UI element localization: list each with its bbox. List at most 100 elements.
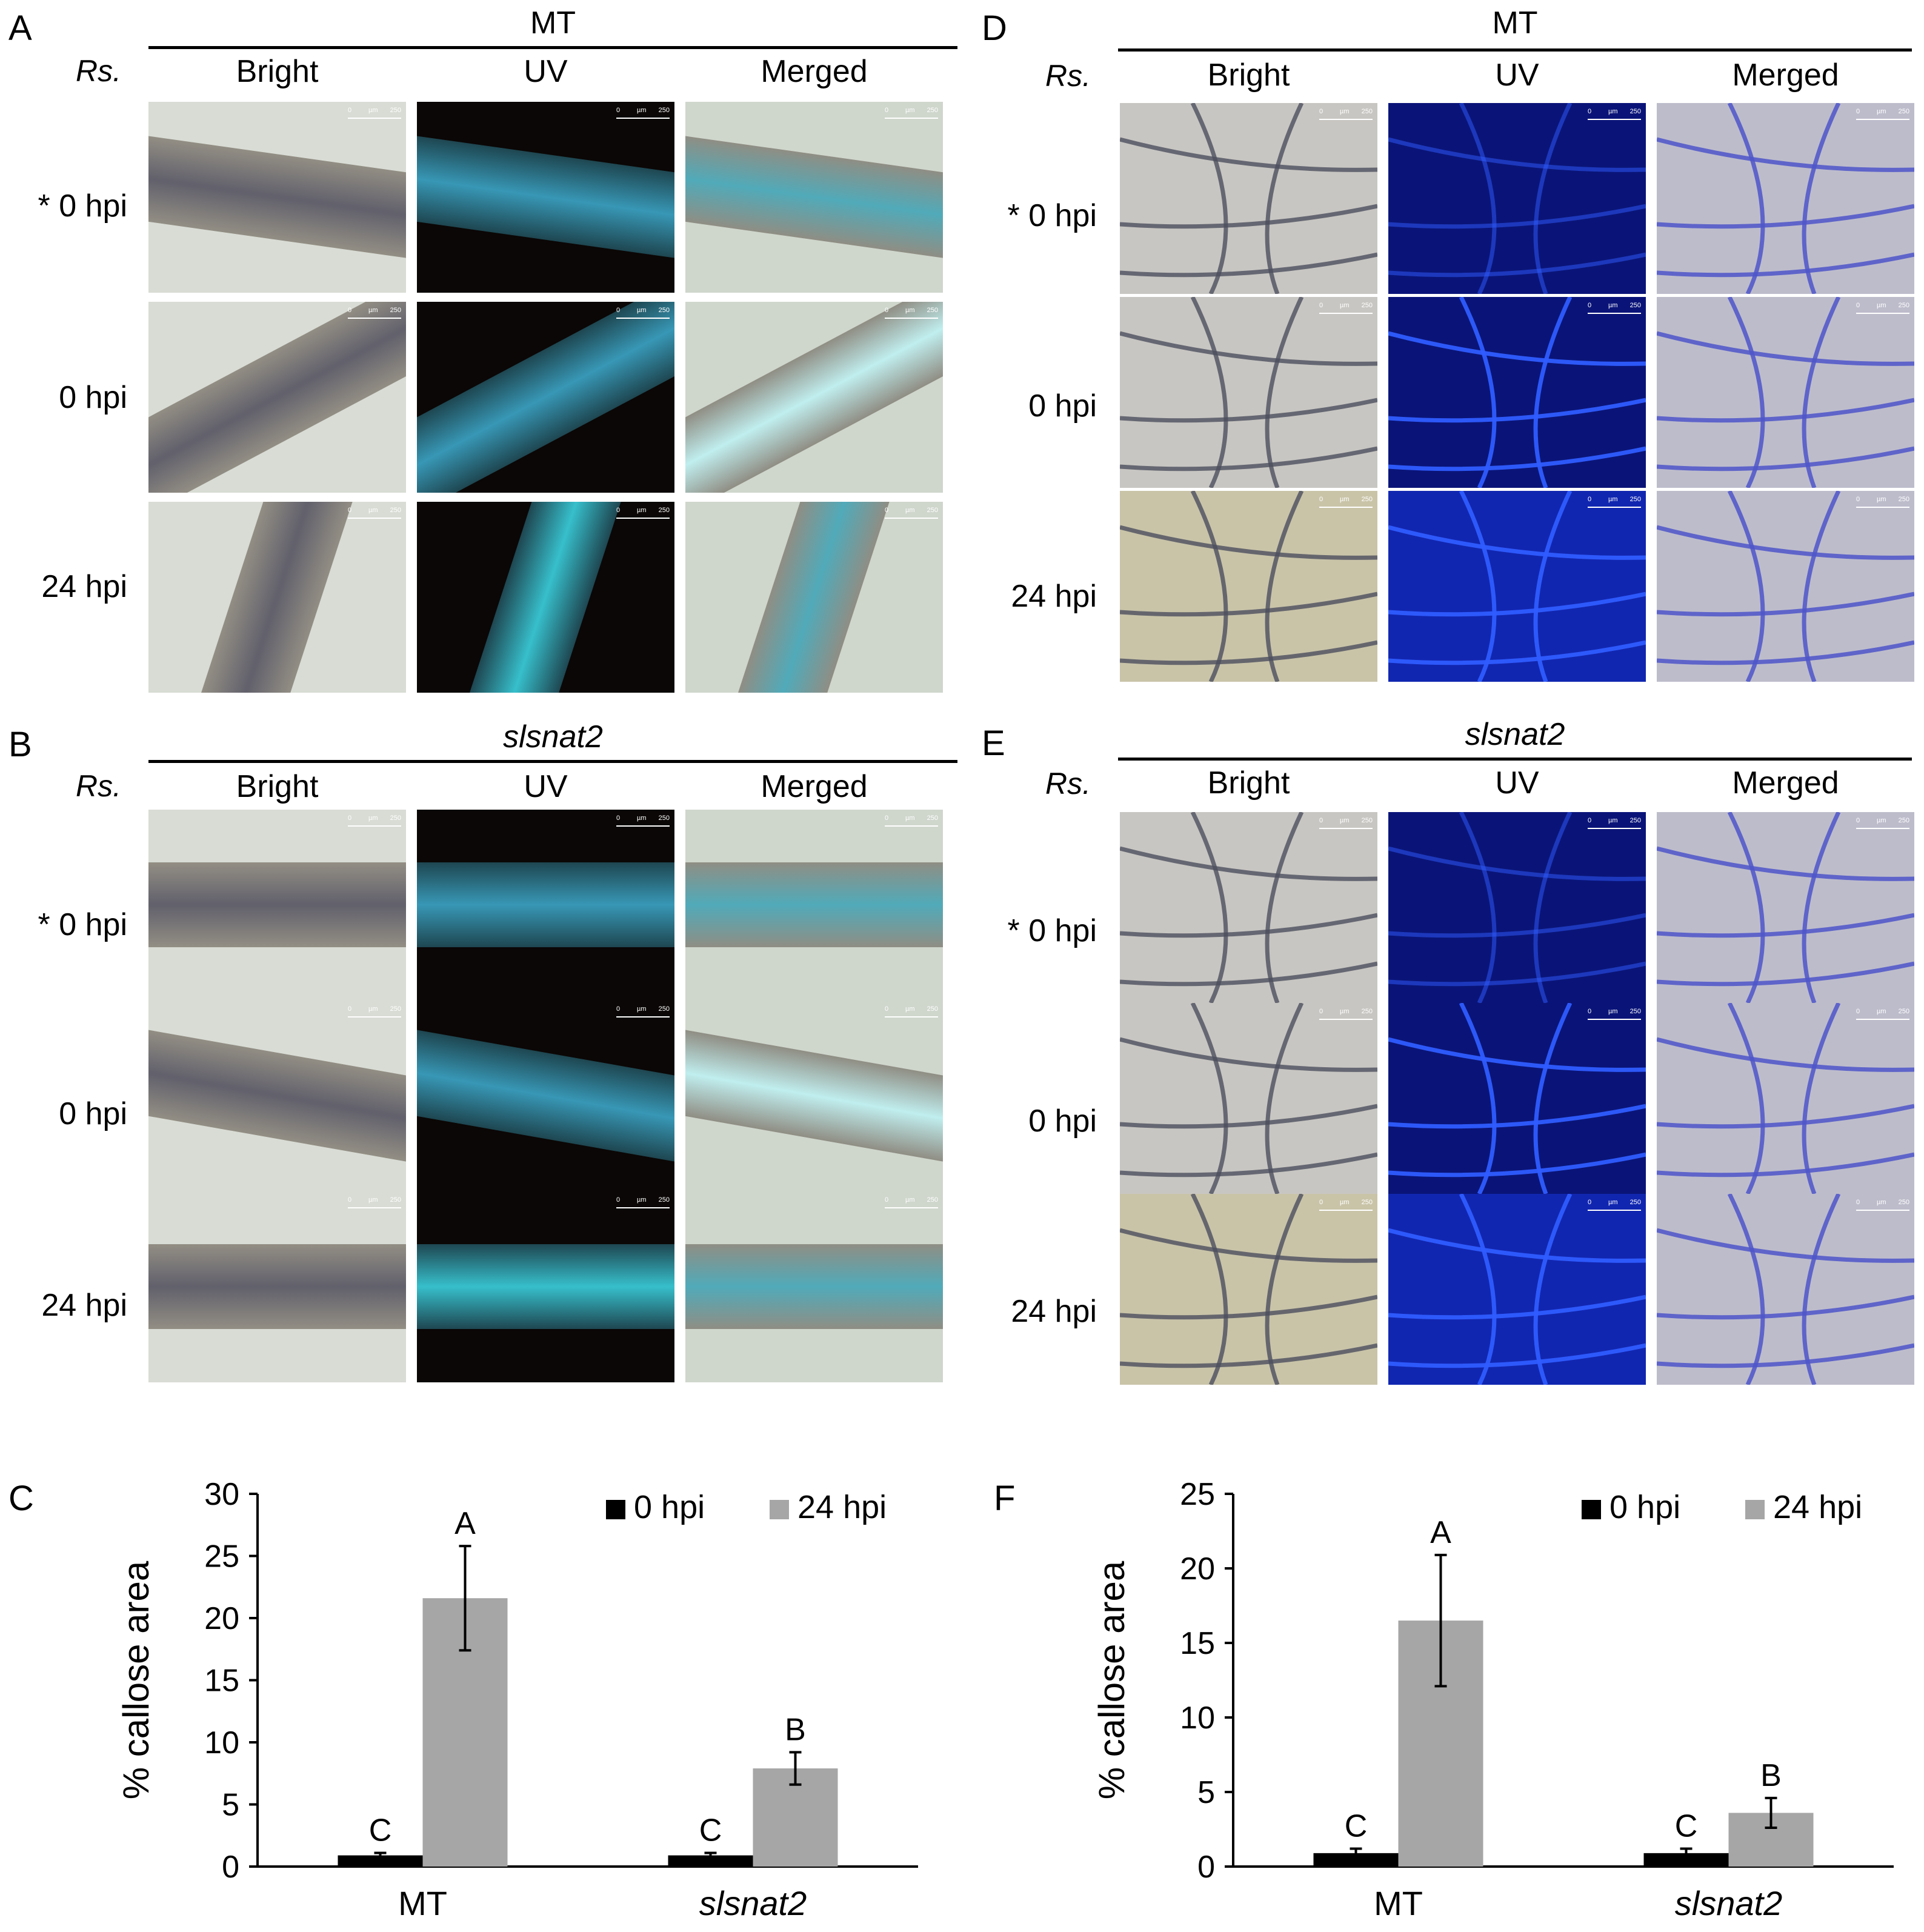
scale-bar-unit: µm	[905, 814, 915, 822]
scale-bar: 0 µm 250	[885, 1196, 938, 1213]
scale-bar-unit: µm	[1608, 496, 1618, 503]
significance-letter: C	[1675, 1808, 1698, 1844]
scale-bar-unit: µm	[1340, 108, 1350, 115]
scale-bar-end: 250	[1898, 817, 1909, 824]
col-header-merged-b: Merged	[761, 769, 868, 804]
scale-bar-unit: µm	[637, 307, 647, 314]
scale-bar-start: 0	[1319, 302, 1323, 309]
scale-bar-end: 250	[1898, 302, 1909, 309]
scale-bar-unit: µm	[368, 507, 378, 514]
scale-bar-end: 250	[658, 107, 670, 114]
group-rule-b	[148, 760, 957, 763]
scale-bar: 0 µm 250	[1856, 302, 1909, 319]
y-tick-label: 15	[1180, 1626, 1215, 1661]
scale-bar: 0 µm 250	[348, 307, 401, 324]
panel-letter-b: B	[8, 725, 32, 764]
x-tick-label: MT	[398, 1884, 447, 1922]
col-header-bright-a: Bright	[236, 54, 319, 89]
significance-letter: C	[1345, 1808, 1368, 1844]
row-label-0hpi-a: 0 hpi	[59, 380, 127, 415]
scale-bar-unit: µm	[1877, 302, 1886, 309]
significance-letter: A	[454, 1506, 476, 1541]
y-axis-label: % callose area	[1091, 1561, 1132, 1799]
rs-label-b: Rs.	[76, 769, 121, 803]
scale-bar-start: 0	[885, 307, 889, 314]
col-header-uv-a: UV	[524, 54, 568, 89]
scale-bar-unit: µm	[1877, 496, 1886, 503]
scale-bar-start: 0	[1856, 1199, 1860, 1206]
row-label-24hpi-d: 24 hpi	[1011, 579, 1097, 614]
scale-bar-end: 250	[390, 507, 401, 514]
scale-bar: 0 µm 250	[348, 507, 401, 524]
scale-bar-end: 250	[927, 107, 938, 114]
micrograph-e-mock-0hpi-merged: 0 µm 250	[1657, 812, 1914, 1003]
scale-bar-start: 0	[616, 1196, 621, 1204]
scale-bar: 0 µm 250	[1856, 1008, 1909, 1025]
scale-bar: 0 µm 250	[885, 1005, 938, 1022]
micrograph-a-24hpi-uv: 0 µm 250	[417, 502, 674, 693]
legend-swatch	[606, 1500, 625, 1519]
scale-bar-end: 250	[658, 1196, 670, 1204]
scale-bar-end: 250	[927, 1005, 938, 1013]
row-label-0hpi-b: 0 hpi	[59, 1096, 127, 1131]
y-tick-label: 10	[204, 1725, 239, 1760]
y-tick-label: 20	[204, 1601, 239, 1636]
micrograph-e-mock-0hpi-bright: 0 µm 250	[1120, 812, 1377, 1003]
scale-bar-unit: µm	[637, 1196, 647, 1204]
row-label-mock-0hpi-b: * 0 hpi	[38, 907, 127, 942]
scale-bar-start: 0	[1588, 496, 1592, 503]
scale-bar: 0 µm 250	[616, 507, 670, 524]
panel-letter-a: A	[8, 8, 32, 48]
micrograph-b-24hpi-merged: 0 µm 250	[685, 1191, 943, 1382]
scale-bar-unit: µm	[368, 1005, 378, 1013]
scale-bar-start: 0	[1588, 817, 1592, 824]
scale-bar-start: 0	[1319, 1199, 1323, 1206]
scale-bar-end: 250	[927, 307, 938, 314]
y-tick-label: 25	[1180, 1477, 1215, 1512]
y-axis-label: % callose area	[116, 1561, 156, 1799]
scale-bar: 0 µm 250	[1588, 817, 1641, 834]
scale-bar-end: 250	[1629, 1008, 1641, 1015]
group-rule-e	[1118, 758, 1912, 761]
legend-label: 0 hpi	[634, 1489, 705, 1525]
scale-bar-end: 250	[1629, 1199, 1641, 1206]
rs-label-d: Rs.	[1045, 59, 1091, 93]
col-header-uv-b: UV	[524, 769, 568, 804]
row-label-mock-0hpi-e: * 0 hpi	[1007, 913, 1097, 948]
scale-bar-unit: µm	[1608, 1008, 1618, 1015]
scale-bar-unit: µm	[637, 107, 647, 114]
scale-bar: 0 µm 250	[616, 1005, 670, 1022]
group-title-d: MT	[1492, 5, 1538, 41]
bar-0hpi-slsnat2	[1643, 1853, 1729, 1867]
scale-bar-unit: µm	[1340, 1199, 1350, 1206]
rs-label-a: Rs.	[76, 54, 121, 88]
scale-bar-unit: µm	[637, 814, 647, 822]
y-tick-label: 25	[204, 1539, 239, 1574]
scale-bar-unit: µm	[1340, 496, 1350, 503]
col-header-bright-d: Bright	[1207, 58, 1290, 93]
row-label-24hpi-e: 24 hpi	[1011, 1294, 1097, 1329]
group-rule-a	[148, 46, 957, 49]
scale-bar-start: 0	[1319, 817, 1323, 824]
micrograph-d-0hpi-bright: 0 µm 250	[1120, 297, 1377, 488]
micrograph-b-mock-0hpi-bright: 0 µm 250	[148, 810, 406, 1001]
micrograph-a-0hpi-uv: 0 µm 250	[417, 302, 674, 493]
scale-bar-start: 0	[348, 814, 352, 822]
scale-bar-unit: µm	[905, 1005, 915, 1013]
micrograph-a-0hpi-merged: 0 µm 250	[685, 302, 943, 493]
scale-bar: 0 µm 250	[1856, 496, 1909, 513]
col-header-bright-b: Bright	[236, 769, 319, 804]
bar-0hpi-slsnat2	[668, 1855, 753, 1867]
col-header-bright-e: Bright	[1207, 765, 1290, 801]
micrograph-d-mock-0hpi-uv: 0 µm 250	[1388, 103, 1646, 294]
scale-bar-start: 0	[1588, 1008, 1592, 1015]
col-header-merged-a: Merged	[761, 54, 868, 89]
scale-bar-start: 0	[885, 507, 889, 514]
scale-bar-start: 0	[348, 1196, 352, 1204]
scale-bar-unit: µm	[1340, 817, 1350, 824]
scale-bar-start: 0	[616, 107, 621, 114]
micrograph-b-24hpi-bright: 0 µm 250	[148, 1191, 406, 1382]
scale-bar-unit: µm	[1877, 1008, 1886, 1015]
scale-bar-end: 250	[1361, 496, 1373, 503]
